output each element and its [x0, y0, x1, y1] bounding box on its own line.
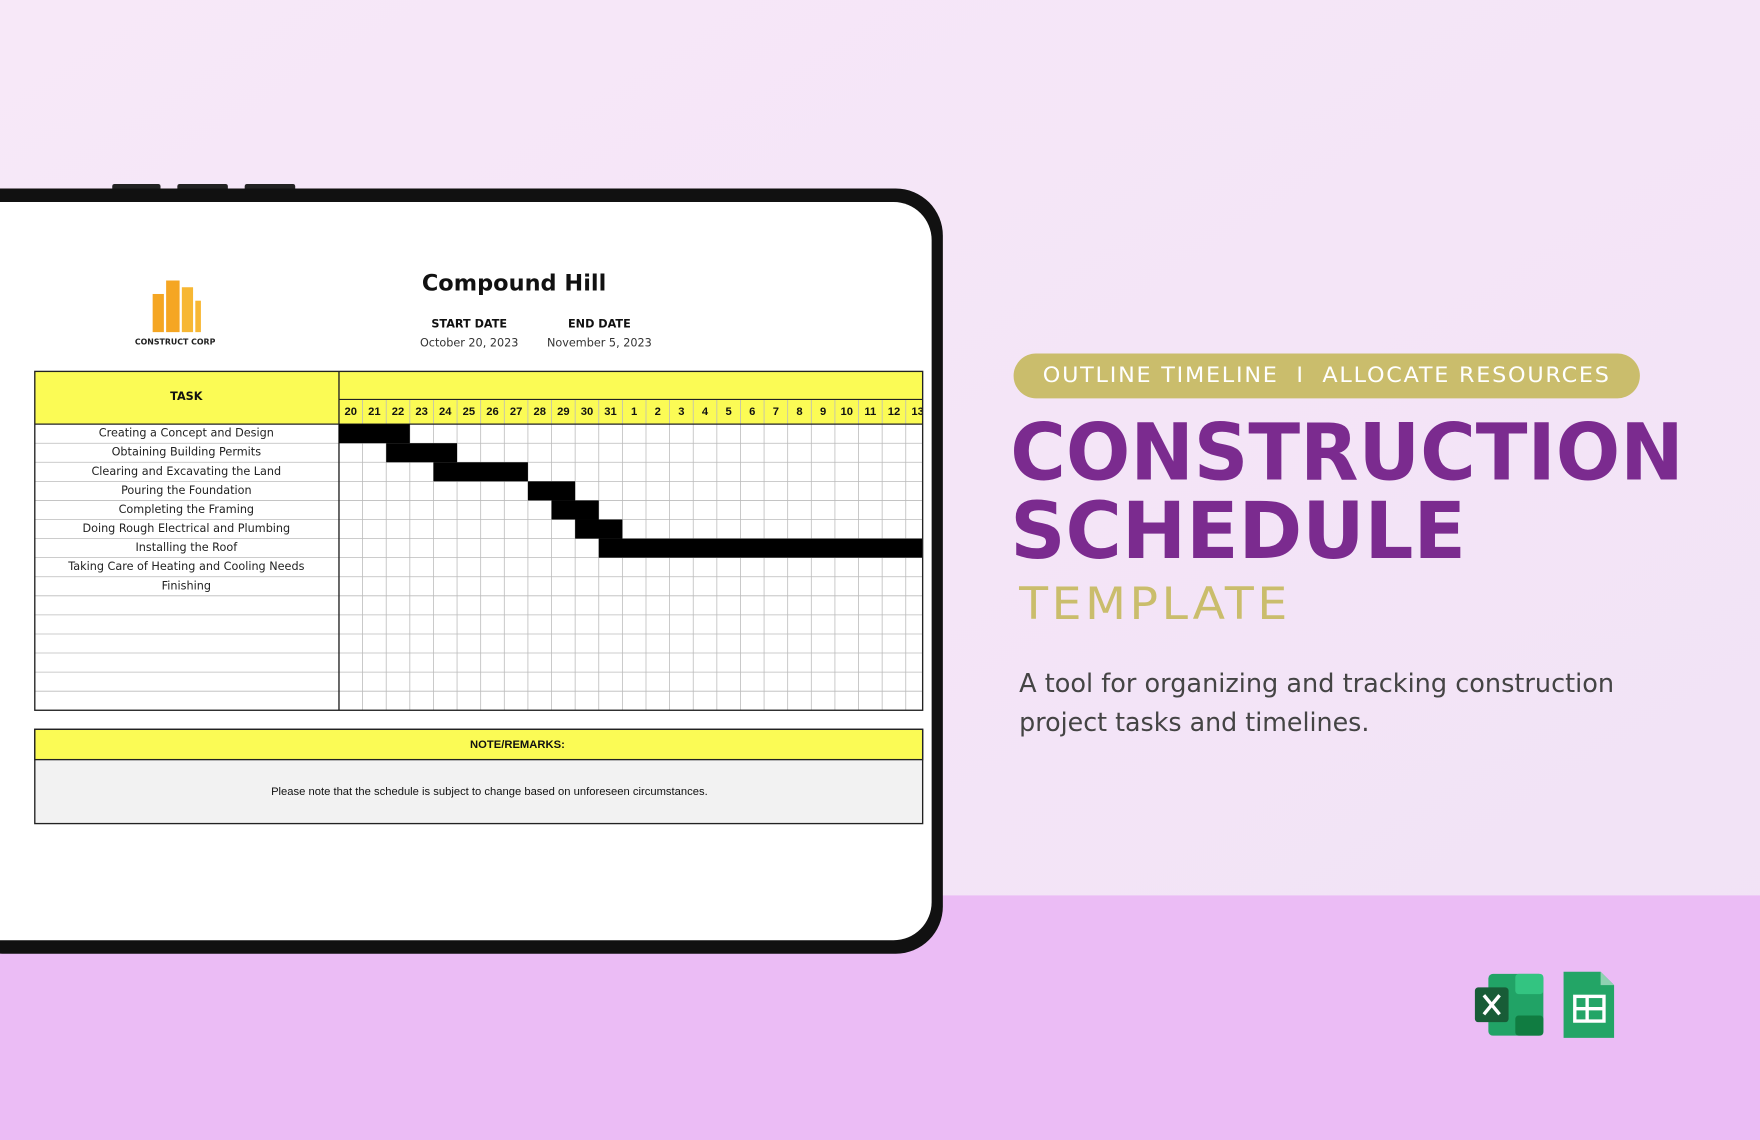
task-name: Clearing and Excavating the Land	[91, 465, 281, 478]
description: A tool for organizing and tracking const…	[1019, 669, 1614, 699]
task-name: Installing the Roof	[135, 541, 238, 554]
day-label: 1	[631, 406, 637, 418]
day-label: 13	[911, 406, 923, 418]
day-label: 2	[655, 406, 661, 418]
task-name: Finishing	[162, 579, 211, 592]
tagline-pill	[1013, 353, 1640, 399]
gantt-bar	[575, 519, 623, 539]
headline: SCHEDULE	[1010, 485, 1466, 577]
day-label: 23	[415, 406, 427, 418]
description: project tasks and timelines.	[1019, 708, 1369, 738]
day-label: 24	[439, 406, 452, 418]
day-label: 31	[604, 406, 616, 418]
day-label: 28	[533, 406, 545, 418]
task-name: Obtaining Building Permits	[112, 446, 262, 459]
logo-text: CONSTRUCT CORP	[135, 338, 216, 347]
gantt-bar	[551, 500, 599, 520]
task-name: Pouring the Foundation	[121, 484, 251, 497]
end-date: November 5, 2023	[547, 336, 652, 349]
day-label: 29	[557, 406, 569, 418]
subheadline: TEMPLATE	[1018, 577, 1291, 630]
day-label: 10	[840, 406, 852, 418]
day-label: 9	[820, 406, 826, 418]
task-name: Doing Rough Electrical and Plumbing	[82, 522, 290, 535]
headline: CONSTRUCTION	[1010, 406, 1683, 498]
task-name: Completing the Framing	[119, 503, 254, 516]
task-header: TASK	[170, 390, 204, 403]
day-label: 26	[486, 406, 498, 418]
sheet-title: Compound Hill	[422, 270, 606, 296]
excel-icon	[1474, 973, 1544, 1036]
day-label: 4	[702, 406, 709, 418]
start-date: October 20, 2023	[420, 336, 518, 349]
day-label: 22	[392, 406, 404, 418]
gantt-bar	[527, 481, 576, 501]
day-label: 11	[864, 406, 876, 418]
logo	[152, 280, 201, 333]
gantt-bar	[386, 443, 458, 463]
tagline: OUTLINE TIMELINE I ALLOCATE RESOURCES	[1043, 363, 1611, 388]
day-label: 7	[773, 406, 779, 418]
gantt-bar	[598, 538, 923, 558]
day-label: 5	[726, 406, 732, 418]
day-label: 25	[463, 406, 475, 418]
notes-text: Please note that the schedule is subject…	[271, 786, 708, 798]
day-label: 30	[581, 406, 593, 418]
gantt-table: 20 21 22 23 24 25 26 27 28 29 30 31 1 2 3 4 5 6 7 8 9 10 11 12 1…	[34, 371, 923, 711]
table-border	[34, 370, 924, 711]
day-label: 27	[510, 406, 522, 418]
task-name: Creating a Concept and Design	[99, 427, 274, 440]
notes-header-bg	[34, 728, 924, 761]
gantt-bar	[433, 462, 528, 482]
gantt-bar	[338, 424, 410, 444]
sheets-icon	[1563, 971, 1615, 1038]
task-name: Taking Care of Heating and Cooling Needs	[67, 560, 304, 573]
notes-header: NOTE/REMARKS:	[470, 739, 565, 751]
end-date-label: END DATE	[568, 317, 631, 330]
table-header	[34, 371, 923, 425]
day-label: 20	[345, 406, 357, 418]
day-label: 6	[749, 406, 755, 418]
start-date-label: START DATE	[431, 317, 507, 330]
day-label: 12	[888, 406, 900, 418]
day-label: 21	[368, 406, 380, 418]
day-label: 3	[678, 406, 684, 418]
day-label: 8	[796, 406, 802, 418]
